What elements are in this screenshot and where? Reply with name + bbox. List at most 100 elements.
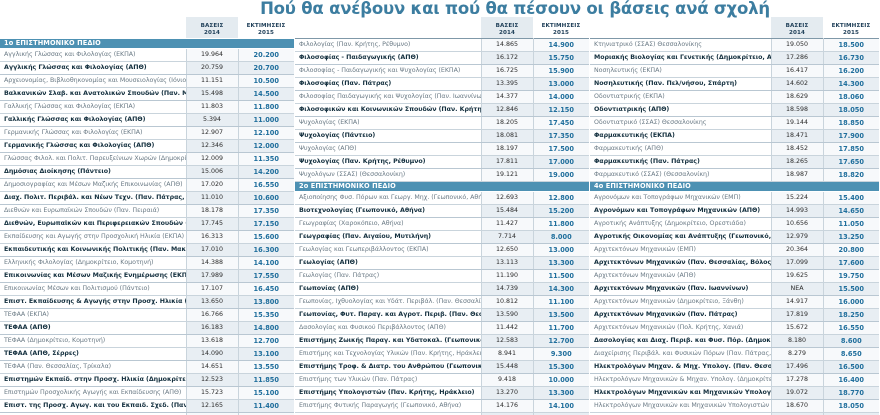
table-row[interactable]: Δασολογίας και Φυσικού Περιβάλλοντος (ΑΠ…: [295, 321, 589, 335]
table-row[interactable]: Φιλοσοφίας - Παιδαγωγικής (ΑΠΘ) 16.172 15.…: [295, 51, 589, 65]
table-row[interactable]: Διεθνών και Ευρωπαϊκών Σπουδών (Παν. Πει…: [0, 204, 294, 218]
table-row[interactable]: Φαρμακευτικής (Παν. Πάτρας) 18.265 17.650: [590, 155, 879, 169]
table-row[interactable]: Ηλεκτρολόγων Μηχανικών & Μηχαν. Υπολογ. …: [590, 373, 879, 387]
base-2014-value: 7.714: [480, 230, 534, 244]
table-row[interactable]: Αρχειονομίας, Βιβλιοθηκονομίας και Μουσε…: [0, 74, 294, 88]
table-row[interactable]: Εκπαίδευσης και Αγωγής στην Προσχολική Η…: [0, 230, 294, 244]
table-row[interactable]: Αρχιτεκτόνων Μηχανικών (Παν. Πάτρας) 17.8…: [590, 308, 879, 322]
table-row[interactable]: Διεθνών, Ευρωπαϊκών και Περιφερειακών Σπ…: [0, 217, 294, 231]
table-row[interactable]: Αρχιτεκτόνων Μηχανικών (ΑΠΘ) 19.625 19.750: [590, 269, 879, 283]
table-row[interactable]: Νοσηλευτικής (Παν. Πελ/νήσου, Σπάρτη) 14.…: [590, 77, 879, 91]
table-row[interactable]: Επιστ. της Προσχ. Αγωγ. και του Εκπαιδ. …: [0, 399, 294, 413]
table-row[interactable]: Οδοντιατρικό (ΣΣΑΣ) Θεσσαλονίκης 19.144 18…: [590, 116, 879, 130]
department-name: Ψυχολογίας (Παν. Κρήτης, Ρέθυμνο): [295, 155, 481, 169]
table-row[interactable]: Επιστήμης Υπολογιστών (Παν. Κρήτης, Ηράκ…: [295, 386, 589, 400]
table-row[interactable]: Φαρμακευτικό (ΣΣΑΣ) (Θεσσαλονίκη) 18.987 1…: [590, 168, 879, 182]
table-row[interactable]: Αγγλικής Γλώσσας και Φιλολογίας (ΑΠΘ) 20.…: [0, 61, 294, 75]
table-row[interactable]: Αγρονόμων και Τοπογράφων Μηχανικών (ΑΠΘ)…: [590, 204, 879, 218]
table-row[interactable]: Κτηνιατρικό (ΣΣΑΣ) Θεσσαλονίκης 19.050 18.…: [590, 37, 879, 52]
table-row[interactable]: Νοσηλευτικής (ΕΚΠΑ) 16.417 16.200: [590, 64, 879, 78]
table-row[interactable]: Βιοτεχνολογίας (Γεωπονικό, Αθήνα) 15.484 1…: [295, 204, 589, 218]
table-row[interactable]: Αγγλικής Γλώσσας και Φιλολογίας (ΕΚΠΑ) 19…: [0, 47, 294, 62]
table-row[interactable]: Διαχείρισης Περιβάλ. και Φυσικών Πόρων (…: [590, 347, 879, 361]
table-row[interactable]: Ψυχολόγων (ΣΣΑΣ) (Θεσσαλονίκη) 19.121 19.0…: [295, 168, 589, 182]
table-row[interactable]: ΤΕΦΑΑ (ΑΠΘ) 16.183 14.800: [0, 321, 294, 335]
table-row[interactable]: Φιλοσοφίας (Παν. Πάτρας) 13.395 13.000: [295, 77, 589, 91]
table-row[interactable]: Ηλεκτρολόγων Μηχανικών και Μηχανικών Υπο…: [590, 386, 879, 400]
base-2014-value: 10.656: [770, 217, 824, 231]
table-row[interactable]: Γαλλικής Γλώσσας και Φιλολογίας (ΑΠΘ) 5.3…: [0, 113, 294, 127]
table-row[interactable]: ΤΕΦΑΑ (ΕΚΠΑ) 16.766 15.350: [0, 308, 294, 322]
department-name: ΤΕΦΑΑ (Παν. Θεσσαλίας, Τρίκαλα): [0, 360, 186, 374]
table-row[interactable]: Εκπαιδευτικής και Κοινωνικής Πολιτικής (…: [0, 243, 294, 257]
table-row[interactable]: Γερμανικής Γλώσσας και Φιλολογίας (ΕΚΠΑ)…: [0, 126, 294, 140]
table-row[interactable]: Αγροτικής Οικονομίας και Ανάπτυξης (Γεωπ…: [590, 230, 879, 244]
table-row[interactable]: Φιλοσοφίας Παιδαγωγικής και Ψυχολογίας (…: [295, 90, 589, 104]
table-row[interactable]: Μοριακής Βιολογίας και Γενετικής (Δημοκρ…: [590, 51, 879, 65]
base-2014-value: 12.846: [480, 103, 534, 117]
table-row[interactable]: Επιστημών Προσχολικής Αγωγής και Εκπαίδε…: [0, 386, 294, 400]
table-row[interactable]: Ψυχολογίας (ΑΠΘ) 18.197 17.500: [295, 142, 589, 156]
table-row[interactable]: Φαρμακευτικής (ΑΠΘ) 18.452 17.850: [590, 142, 879, 156]
table-row[interactable]: ΤΕΦΑΑ (Δημοκρίτειο, Κομοτηνή) 13.618 12.70…: [0, 334, 294, 348]
table-row[interactable]: Δημοσιογραφίας και Μέσων Μαζικής Επικοιν…: [0, 178, 294, 192]
table-row[interactable]: Γεωλογίας (ΑΠΘ) 13.113 13.300: [295, 256, 589, 270]
department-name: Εκπαιδευτικής και Κοινωνικής Πολιτικής (…: [0, 243, 186, 257]
estimate-2015-value: 15.300: [533, 360, 589, 374]
table-row[interactable]: Αρχιτεκτόνων Μηχανικών (Δημοκρίτειο, Ξάν…: [590, 295, 879, 309]
table-row[interactable]: ΤΕΦΑΑ (Παν. Θεσσαλίας, Τρίκαλα) 14.651 13.…: [0, 360, 294, 374]
table-row[interactable]: Επικοινωνίας Μέσων και Πολιτισμού (Πάντε…: [0, 282, 294, 296]
table-row[interactable]: Γεωπονίας, Φυτ. Παραγ. και Αγροτ. Περιβ.…: [295, 308, 589, 322]
header-spacer: [0, 17, 186, 38]
table-row[interactable]: Επιστήμης και Τεχνολογίας Υλικών (Παν. Κ…: [295, 347, 589, 361]
table-row[interactable]: Ψυχολογίας (ΕΚΠΑ) 18.205 17.450: [295, 116, 589, 130]
table-row[interactable]: Γεωλογίας (Παν. Πάτρας) 11.190 11.500: [295, 269, 589, 283]
table-row[interactable]: Επιστήμης Φυτικής Παραγωγής (Γεωπονικό, …: [295, 399, 589, 413]
table-row[interactable]: Επιστ. Εκπαίδευσης & Αγωγής στην Προσχ. …: [0, 295, 294, 309]
table-row[interactable]: Ηλεκτρολόγων Μηχανικών και Μηχανικών Υπο…: [590, 399, 879, 413]
table-row[interactable]: Βαλκανικών Σλαβ. και Ανατολικών Σπουδών …: [0, 87, 294, 101]
table-row[interactable]: Φιλοσοφικών και Κοινωνικών Σπουδών (Παν.…: [295, 103, 589, 117]
estimate-2015-value: 17.000: [533, 155, 589, 169]
table-row[interactable]: Οδοντιατρικής (ΕΚΠΑ) 18.629 18.060: [590, 90, 879, 104]
table-row[interactable]: Επιστήμης των Υλικών (Παν. Πάτρας) 9.418 1…: [295, 373, 589, 387]
table-row[interactable]: Διαχ. Πολιτ. Περιβάλ. και Νέων Τεχν. (Πα…: [0, 191, 294, 205]
table-row[interactable]: ΤΕΦΑΑ (ΑΠΘ, Σέρρες) 14.090 13.100: [0, 347, 294, 361]
table-row[interactable]: Αρχιτεκτόνων Μηχανικών (ΕΜΠ) 20.364 20.800: [590, 243, 879, 257]
table-row[interactable]: Επιστήμης Τροφ. & Διατρ. του Ανθρώπου (Γ…: [295, 360, 589, 374]
table-row[interactable]: Αρχιτεκτόνων Μηχανικών (Πολ. Κρήτης, Χαν…: [590, 321, 879, 335]
base-2014-value: 19.072: [770, 386, 824, 400]
table-row[interactable]: Γλώσσας Φιλολ. και Πολιτ. Παρευξείνιων Χ…: [0, 152, 294, 166]
table-row[interactable]: Επιστήμης Ζωικής Παραγ. και Υδατοκαλ. (Γ…: [295, 334, 589, 348]
table-row[interactable]: Αγροτικής Ανάπτυξης (Δημοκρίτειο, Ορεστι…: [590, 217, 879, 231]
table-row[interactable]: Αρχιτεκτόνων Μηχανικών (Παν. Θεσσαλίας, …: [590, 256, 879, 270]
table-row[interactable]: Φαρμακευτικής (ΕΚΠΑ) 18.471 17.900: [590, 129, 879, 143]
table-row[interactable]: Επιστημών Εκπαίδ. στην Προσχ. Ηλικία (Δη…: [0, 373, 294, 387]
table-row[interactable]: Φιλοσοφίας - Παιδαγωγικής και Ψυχολογίας…: [295, 64, 589, 78]
table-row[interactable]: Γεωγραφίας (Παν. Αιγαίου, Μυτιλήνη) 7.714…: [295, 230, 589, 244]
department-name: Επιστήμης Τροφ. & Διατρ. του Ανθρώπου (Γ…: [295, 360, 481, 374]
department-name: Φιλοσοφίας - Παιδαγωγικής και Ψυχολογίας…: [295, 64, 481, 78]
table-row[interactable]: Δασολογίας και Διαχ. Περιβ. και Φυσ. Πόρ…: [590, 334, 879, 348]
table-row[interactable]: Ελληνικής Φιλολογίας (Δημοκρίτειο, Κομοτ…: [0, 256, 294, 270]
table-row[interactable]: Αγρονόμων και Τοπογράφων Μηχανικών (ΕΜΠ)…: [590, 191, 879, 205]
department-name: Γεωπονίας, Φυτ. Παραγ. και Αγροτ. Περιβ.…: [295, 308, 481, 322]
table-row[interactable]: Γερμανικής Γλώσσας και Φιλολογίας (ΑΠΘ) 1…: [0, 139, 294, 153]
table-row[interactable]: Γεωπονίας, Ιχθυολογίας και Υδάτ. Περιβάλ…: [295, 295, 589, 309]
table-row[interactable]: Ηλεκτρολόγων Μηχαν. & Μηχ. Υπολογ. (Παν.…: [590, 360, 879, 374]
table-row[interactable]: Αρχιτεκτόνων Μηχανικών (Παν. Ιωαννίνων) Ν…: [590, 282, 879, 296]
table-row[interactable]: Γεωλογίας και Γεωπεριβάλλοντος (ΕΚΠΑ) 12.…: [295, 243, 589, 257]
table-row[interactable]: Οδοντιατρικής (ΑΠΘ) 18.598 18.050: [590, 103, 879, 117]
table-row[interactable]: Γεωγραφίας (Χαροκόπειο, Αθήνα) 11.427 11.8…: [295, 217, 589, 231]
base-2014-value: 13.113: [480, 256, 534, 270]
department-name: Επιστήμης των Υλικών (Παν. Πάτρας): [295, 373, 481, 387]
table-row[interactable]: Ψυχολογίας (Παν. Κρήτης, Ρέθυμνο) 17.811 1…: [295, 155, 589, 169]
table-row[interactable]: Φιλολογίας (Παν. Κρήτης, Ρέθυμνο) 14.865 1…: [295, 37, 589, 52]
table-row[interactable]: Δημόσιας Διοίκησης (Πάντειο) 15.006 14.200: [0, 165, 294, 179]
table-row[interactable]: Γεωπονίας (ΑΠΘ) 14.739 14.300: [295, 282, 589, 296]
estimate-2015-value: 12.800: [533, 191, 589, 205]
table-row[interactable]: Αξιοποίησης Φυσ. Πόρων και Γεωργ. Μηχ. (…: [295, 191, 589, 205]
table-row[interactable]: Ψυχολογίας (Πάντειο) 18.081 17.350: [295, 129, 589, 143]
table-row[interactable]: Επικοινωνίας και Μέσων Μαζικής Ενημέρωση…: [0, 269, 294, 283]
table-row[interactable]: Γαλλικής Γλώσσας και Φιλολογίας (ΕΚΠΑ) 11…: [0, 100, 294, 114]
